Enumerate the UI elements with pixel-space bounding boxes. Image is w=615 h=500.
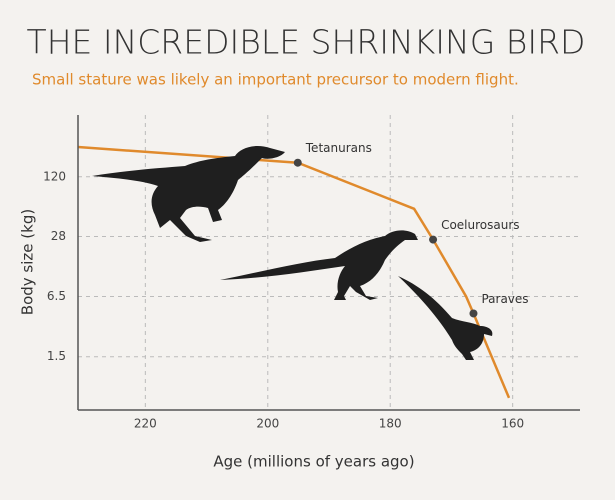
coelurosaur-silhouette [220, 230, 418, 300]
annotation-point [469, 309, 478, 318]
annotation: Paraves [481, 292, 528, 306]
paravian-silhouette [398, 276, 493, 360]
y-tick-label: 28 [51, 229, 66, 243]
tetanuran-silhouette [92, 145, 285, 242]
x-tick-label: 160 [501, 417, 524, 431]
annotation-point [293, 158, 302, 167]
y-axis-label: Body size (kg) [19, 209, 37, 315]
x-axis-label: Age (millions of years ago) [213, 453, 414, 471]
x-tick-label: 180 [379, 417, 402, 431]
silhouettes [92, 145, 493, 360]
x-tick-label: 220 [134, 417, 157, 431]
y-tick-label: 6.5 [47, 289, 66, 303]
y-tick-label: 1.5 [47, 349, 66, 363]
chart-subtitle: Small stature was likely an important pr… [32, 71, 519, 89]
chart-title: THE INCREDIBLE SHRINKING BIRD [27, 23, 586, 62]
x-tick-label: 200 [256, 417, 279, 431]
annotation-point [429, 235, 438, 244]
y-tick-label: 120 [43, 169, 66, 183]
annotation: Tetanurans [305, 141, 372, 155]
annotation: Coelurosaurs [441, 218, 519, 232]
